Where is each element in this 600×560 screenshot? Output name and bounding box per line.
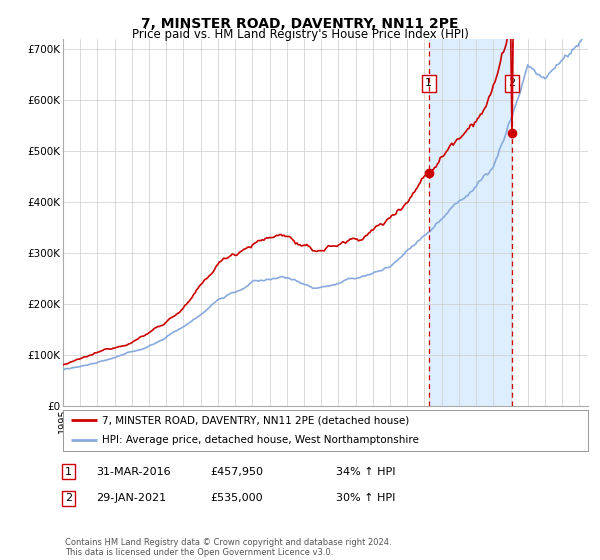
Text: 7, MINSTER ROAD, DAVENTRY, NN11 2PE: 7, MINSTER ROAD, DAVENTRY, NN11 2PE [141, 17, 459, 31]
Text: 2: 2 [65, 493, 72, 503]
Bar [429, 39, 512, 406]
Text: 34% ↑ HPI: 34% ↑ HPI [336, 466, 395, 477]
Text: 29-JAN-2021: 29-JAN-2021 [96, 493, 166, 503]
Text: £535,000: £535,000 [210, 493, 263, 503]
Text: 7, MINSTER ROAD, DAVENTRY, NN11 2PE (detached house): 7, MINSTER ROAD, DAVENTRY, NN11 2PE (det… [103, 415, 410, 425]
Text: 1: 1 [425, 78, 432, 88]
Text: 2: 2 [508, 78, 515, 88]
Text: HPI: Average price, detached house, West Northamptonshire: HPI: Average price, detached house, West… [103, 435, 419, 445]
Text: £457,950: £457,950 [210, 466, 263, 477]
Text: Price paid vs. HM Land Registry's House Price Index (HPI): Price paid vs. HM Land Registry's House … [131, 28, 469, 41]
Text: Contains HM Land Registry data © Crown copyright and database right 2024.
This d: Contains HM Land Registry data © Crown c… [65, 538, 391, 557]
Text: 1: 1 [65, 466, 72, 477]
Text: 31-MAR-2016: 31-MAR-2016 [96, 466, 170, 477]
Text: 30% ↑ HPI: 30% ↑ HPI [336, 493, 395, 503]
